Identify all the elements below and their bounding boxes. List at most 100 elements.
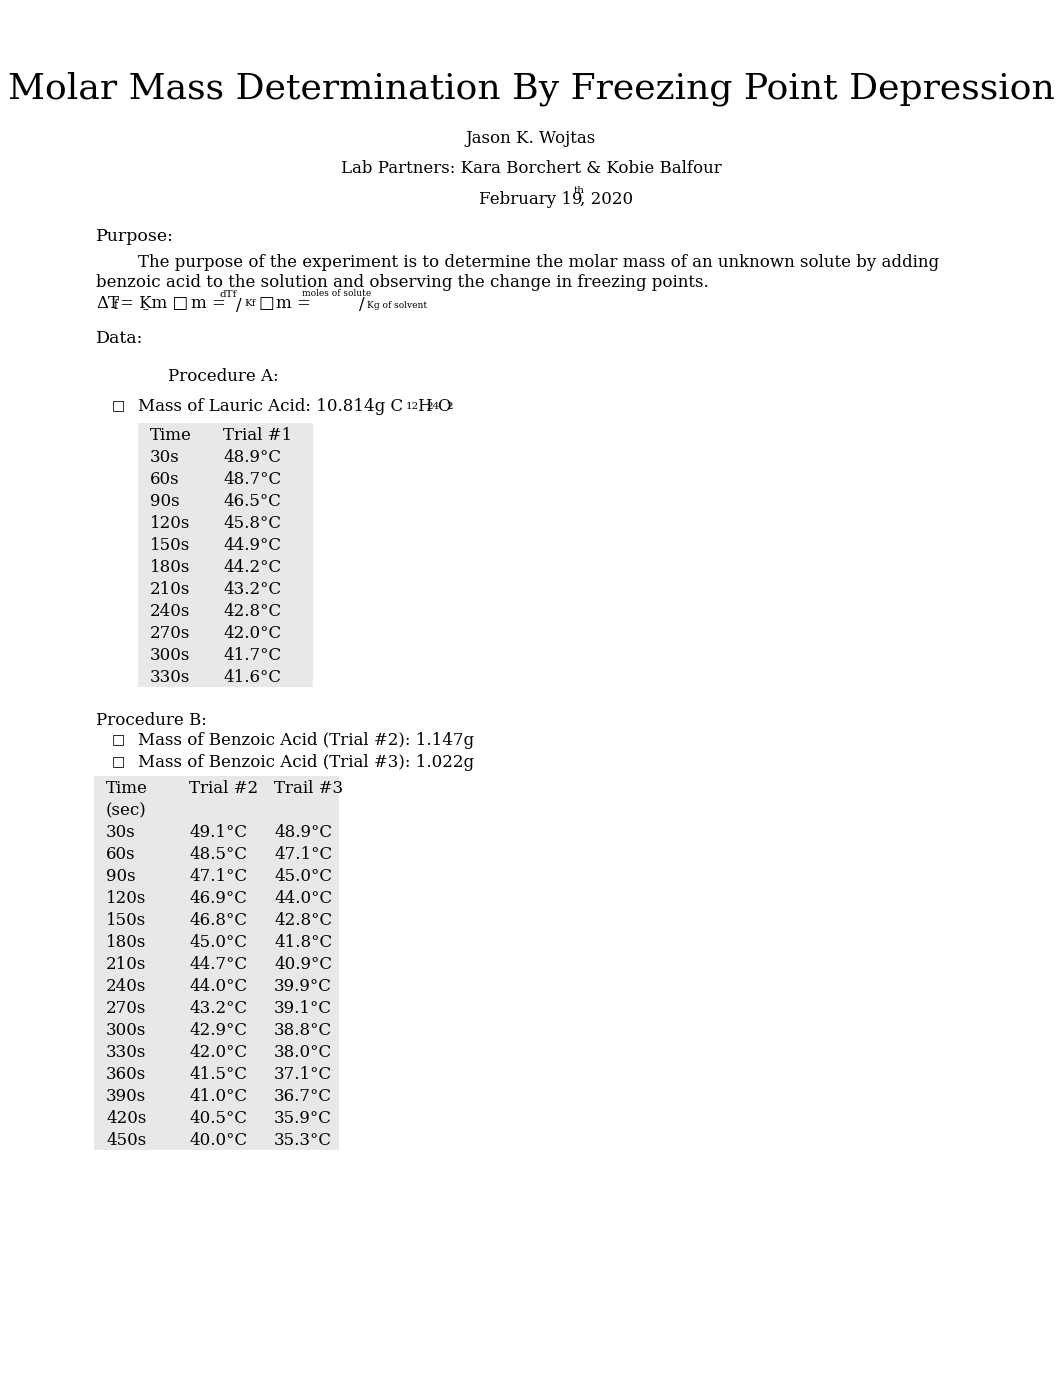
Text: 40.9°C: 40.9°C — [274, 956, 332, 974]
Text: 46.5°C: 46.5°C — [223, 493, 280, 509]
Text: 210s: 210s — [106, 956, 147, 974]
Text: 90s: 90s — [150, 493, 179, 509]
Text: 42.0°C: 42.0°C — [189, 1044, 247, 1062]
Text: 41.6°C: 41.6°C — [223, 669, 281, 686]
Text: 45.0°C: 45.0°C — [189, 934, 247, 952]
Text: Mass of Benzoic Acid (Trial #2): 1.147g: Mass of Benzoic Acid (Trial #2): 1.147g — [138, 733, 474, 749]
Text: Purpose:: Purpose: — [96, 229, 174, 245]
Text: 60s: 60s — [106, 845, 136, 863]
Text: Kg of solvent: Kg of solvent — [367, 302, 427, 310]
Text: 48.7°C: 48.7°C — [223, 471, 281, 487]
Text: 240s: 240s — [150, 603, 190, 620]
Text: The purpose of the experiment is to determine the molar mass of an unknown solut: The purpose of the experiment is to dete… — [96, 253, 939, 271]
Text: 60s: 60s — [150, 471, 179, 487]
Text: □: □ — [112, 398, 125, 412]
Text: /: / — [359, 296, 364, 313]
Text: 2: 2 — [446, 402, 452, 410]
Text: Mass of Lauric Acid: 10.814g C: Mass of Lauric Acid: 10.814g C — [138, 398, 404, 414]
Text: 41.5°C: 41.5°C — [189, 1066, 247, 1082]
Text: m =: m = — [191, 295, 226, 313]
Text: 44.2°C: 44.2°C — [223, 559, 281, 576]
Text: 300s: 300s — [150, 647, 190, 664]
Text: , 2020: , 2020 — [580, 191, 633, 208]
Text: Lab Partners: Kara Borchert & Kobie Balfour: Lab Partners: Kara Borchert & Kobie Balf… — [341, 160, 721, 178]
Text: th: th — [573, 186, 585, 196]
Text: 120s: 120s — [106, 890, 147, 907]
Text: 49.1°C: 49.1°C — [189, 823, 247, 841]
FancyBboxPatch shape — [95, 777, 339, 1150]
Text: 41.7°C: 41.7°C — [223, 647, 281, 664]
Text: 12: 12 — [406, 402, 419, 410]
Text: 42.8°C: 42.8°C — [223, 603, 281, 620]
Text: 390s: 390s — [106, 1088, 147, 1104]
Text: Time: Time — [150, 427, 192, 443]
Text: 300s: 300s — [106, 1022, 147, 1040]
Text: 42.9°C: 42.9°C — [189, 1022, 247, 1040]
Text: Molar Mass Determination By Freezing Point Depression: Molar Mass Determination By Freezing Poi… — [7, 72, 1055, 106]
Text: 30s: 30s — [150, 449, 179, 465]
Text: H: H — [417, 398, 431, 414]
Text: 180s: 180s — [106, 934, 147, 952]
Text: 38.8°C: 38.8°C — [274, 1022, 332, 1040]
Text: 41.0°C: 41.0°C — [189, 1088, 247, 1104]
Text: 47.1°C: 47.1°C — [189, 868, 247, 885]
Text: 38.0°C: 38.0°C — [274, 1044, 332, 1062]
Text: 42.8°C: 42.8°C — [274, 912, 332, 929]
Text: 43.2°C: 43.2°C — [223, 581, 281, 598]
Text: Trail #3: Trail #3 — [274, 779, 343, 797]
Text: 150s: 150s — [106, 912, 147, 929]
Text: (sec): (sec) — [106, 801, 147, 819]
Text: 44.0°C: 44.0°C — [274, 890, 332, 907]
Text: Time: Time — [106, 779, 148, 797]
Text: dTf: dTf — [220, 291, 238, 299]
Text: February 19: February 19 — [479, 191, 583, 208]
Text: □: □ — [259, 295, 275, 313]
Text: 42.0°C: 42.0°C — [223, 625, 281, 642]
Text: 44.9°C: 44.9°C — [223, 537, 281, 554]
Text: Trial #1: Trial #1 — [223, 427, 292, 443]
Text: benzoic acid to the solution and observing the change in freezing points.: benzoic acid to the solution and observi… — [96, 274, 708, 291]
Text: 120s: 120s — [150, 515, 190, 532]
Text: 270s: 270s — [106, 1000, 147, 1018]
Text: Jason K. Wojtas: Jason K. Wojtas — [466, 129, 596, 147]
Text: 450s: 450s — [106, 1132, 147, 1148]
Text: 240s: 240s — [106, 978, 147, 996]
Text: 35.9°C: 35.9°C — [274, 1110, 331, 1126]
Text: O: O — [436, 398, 450, 414]
Text: m =: m = — [276, 295, 311, 313]
Text: 36.7°C: 36.7°C — [274, 1088, 332, 1104]
Text: 35.3°C: 35.3°C — [274, 1132, 332, 1148]
Text: □: □ — [112, 755, 125, 768]
Text: 90s: 90s — [106, 868, 136, 885]
Text: 180s: 180s — [150, 559, 190, 576]
Text: 40.0°C: 40.0°C — [189, 1132, 247, 1148]
Text: Data:: Data: — [96, 330, 143, 347]
Text: Procedure A:: Procedure A: — [168, 368, 278, 386]
Text: 43.2°C: 43.2°C — [189, 1000, 247, 1018]
Text: moles of solute: moles of solute — [302, 289, 372, 297]
Text: 210s: 210s — [150, 581, 190, 598]
Text: 44.7°C: 44.7°C — [189, 956, 247, 974]
Text: 360s: 360s — [106, 1066, 147, 1082]
Text: 330s: 330s — [150, 669, 190, 686]
Text: 39.9°C: 39.9°C — [274, 978, 331, 996]
Text: 41.8°C: 41.8°C — [274, 934, 332, 952]
Text: 46.8°C: 46.8°C — [189, 912, 247, 929]
Text: 24: 24 — [426, 402, 440, 410]
Text: 48.9°C: 48.9°C — [223, 449, 281, 465]
Text: 30s: 30s — [106, 823, 136, 841]
Text: 420s: 420s — [106, 1110, 147, 1126]
Text: Kf: Kf — [244, 299, 256, 308]
Text: 40.5°C: 40.5°C — [189, 1110, 247, 1126]
Text: 270s: 270s — [150, 625, 190, 642]
Text: 330s: 330s — [106, 1044, 147, 1062]
Text: 45.8°C: 45.8°C — [223, 515, 281, 532]
Text: 46.9°C: 46.9°C — [189, 890, 246, 907]
Text: = Ḵm □: = Ḵm □ — [120, 295, 188, 313]
Text: 37.1°C: 37.1°C — [274, 1066, 332, 1082]
Text: 47.1°C: 47.1°C — [274, 845, 332, 863]
FancyBboxPatch shape — [138, 423, 313, 687]
Text: 48.9°C: 48.9°C — [274, 823, 332, 841]
Text: Trial #2: Trial #2 — [189, 779, 258, 797]
Text: 150s: 150s — [150, 537, 190, 554]
